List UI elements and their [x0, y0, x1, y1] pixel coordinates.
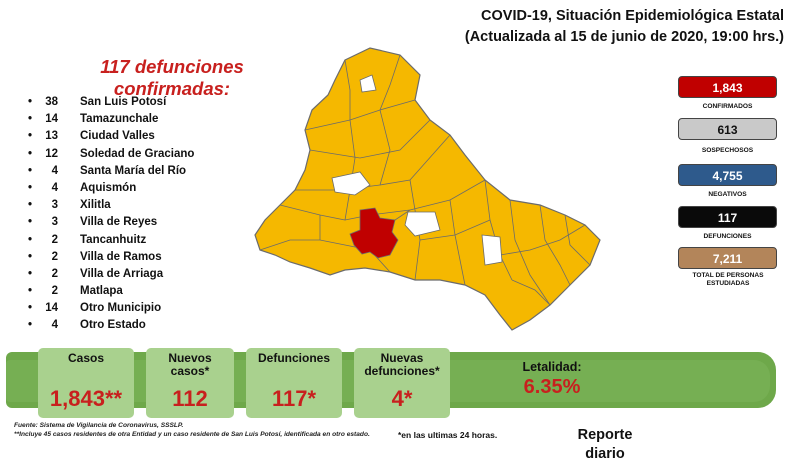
stat-label: NEGATIVOS [708, 191, 747, 198]
municipality-count: 2 [51, 250, 58, 263]
lethality-label: Letalidad: [522, 360, 582, 374]
deaths-value: 117* [271, 386, 317, 411]
highlighted-municipality [349, 207, 399, 259]
municipality-name: San Luis Potosí [80, 96, 167, 108]
last-24h-note: *en las ultimas 24 horas. [398, 430, 498, 440]
page-title: COVID-19, Situación Epidemiológica Estat… [465, 6, 784, 48]
municipality-name: Otro Municipio [80, 302, 162, 315]
stat-label: CONFIRMADOS [702, 103, 753, 110]
municipality-name: Xilitla [80, 199, 111, 212]
stat-label: TOTAL DE PERSONAS ESTUDIADAS [692, 272, 764, 287]
state-map [254, 47, 601, 331]
municipality-count: 2 [51, 233, 58, 246]
municipality-name: Tamazunchale [80, 113, 159, 126]
new-cases-label: Nuevos casos* [168, 351, 212, 378]
municipality-name: Soledad de Graciano [80, 147, 195, 160]
cases-card: Casos 1,843** [38, 348, 134, 418]
bullet-icon: • [28, 319, 33, 332]
municipality-name: Santa María del Río [80, 164, 187, 177]
bullet-icon: • [28, 96, 33, 108]
cases-value: 1,843** [49, 386, 123, 411]
municipality-name: Villa de Arriaga [80, 267, 164, 280]
bullet-icon: • [28, 216, 33, 229]
municipality-list: • 38 San Luis Potosí • 14 Tamazunchale • 13 Ciud… [28, 96, 194, 337]
deaths-label: Defunciones [257, 351, 330, 365]
municipality-name: Matlapa [80, 285, 123, 298]
bullet-icon: • [28, 199, 33, 212]
municipality-name: Aquismón [80, 181, 137, 194]
deaths-card: Defunciones 117* [246, 348, 342, 418]
report-line-2: diario [585, 446, 625, 462]
municipality-item: • 13 Ciudad Valles [28, 130, 194, 147]
cases-label: Casos [67, 351, 105, 365]
municipality-item: • 14 Tamazunchale [28, 113, 194, 130]
stat-value-box: 613 [678, 118, 777, 140]
municipality-count: 13 [45, 130, 58, 143]
bullet-icon: • [28, 181, 33, 194]
new-deaths-value: 4* [391, 386, 413, 411]
title-line-2: (Actualizada al 15 de junio de 2020, 19:… [464, 29, 784, 45]
stat-label: SOSPECHOSOS [701, 147, 754, 154]
municipality-item: • 4 Aquismón [28, 182, 194, 199]
municipality-name: Tancanhuitz [80, 233, 147, 246]
municipality-name: Otro Estado [80, 319, 146, 332]
new-cases-card: Nuevos casos* 112 [146, 348, 234, 418]
municipality-count: 4 [51, 164, 58, 177]
municipality-item: • 14 Otro Municipio [28, 302, 194, 319]
municipality-count: 3 [51, 216, 58, 229]
footnote-line: **Incluye 45 casos residentes de otra En… [14, 431, 370, 438]
municipality-item: • 38 San Luis Potosí [28, 96, 194, 113]
title-line-1: COVID-19, Situación Epidemiológica Estat… [481, 8, 784, 24]
stat-label: DEFUNCIONES [703, 233, 752, 240]
new-cases-value: 112 [172, 386, 208, 411]
municipality-count: 4 [51, 181, 58, 194]
municipality-item: • 4 Otro Estado [28, 319, 194, 336]
bullet-icon: • [28, 267, 33, 280]
municipality-item: • 2 Villa de Arriaga [28, 268, 194, 285]
municipality-item: • 2 Villa de Ramos [28, 251, 194, 268]
bullet-icon: • [28, 113, 33, 126]
bullet-icon: • [28, 233, 33, 246]
municipality-count: 12 [45, 147, 58, 160]
bullet-icon: • [28, 147, 33, 160]
municipality-count: 2 [51, 285, 58, 298]
stat-value-box: 7,211 [678, 247, 777, 269]
municipality-count: 14 [45, 113, 58, 126]
deaths-headline: 117 defunciones confirmadas: [72, 56, 272, 100]
municipality-count: 4 [51, 319, 58, 332]
municipality-name: Villa de Ramos [80, 250, 162, 263]
municipality-count: 38 [45, 96, 58, 108]
bullet-icon: • [28, 285, 33, 298]
unaffected-municipalities [331, 74, 503, 266]
municipality-name: Villa de Reyes [80, 216, 158, 229]
municipality-item: • 3 Xilitla [28, 199, 194, 216]
source-line: Fuente: Sistema de Vigilancia de Coronav… [14, 422, 184, 429]
lethality-value: 6.35% [523, 376, 581, 398]
daily-report-label: Reporte diario [560, 426, 650, 464]
new-deaths-card: Nuevas defunciones* 4* [354, 348, 450, 418]
bullet-icon: • [28, 164, 33, 177]
municipality-item: • 2 Tancanhuitz [28, 234, 194, 251]
stat-value-box: 117 [678, 206, 777, 228]
bullet-icon: • [28, 302, 33, 315]
headline-line-2: confirmadas: [113, 78, 231, 99]
new-deaths-label: Nuevas defunciones* [364, 351, 440, 378]
municipality-count: 3 [51, 199, 58, 212]
source-note: Fuente: Sistema de Vigilancia de Coronav… [14, 421, 370, 439]
headline-line-1: 117 defunciones [100, 56, 244, 77]
report-line-1: Reporte [577, 427, 633, 443]
municipality-item: • 2 Matlapa [28, 285, 194, 302]
stat-value-box: 1,843 [678, 76, 777, 98]
municipality-item: • 12 Soledad de Graciano [28, 148, 194, 165]
municipality-count: 2 [51, 267, 58, 280]
municipality-item: • 4 Santa María del Río [28, 165, 194, 182]
bullet-icon: • [28, 130, 33, 143]
municipality-count: 14 [45, 302, 58, 315]
stat-value-box: 4,755 [678, 164, 777, 186]
municipality-name: Ciudad Valles [80, 130, 155, 143]
bullet-icon: • [28, 250, 33, 263]
state-outline [254, 47, 601, 331]
municipality-item: • 3 Villa de Reyes [28, 216, 194, 233]
